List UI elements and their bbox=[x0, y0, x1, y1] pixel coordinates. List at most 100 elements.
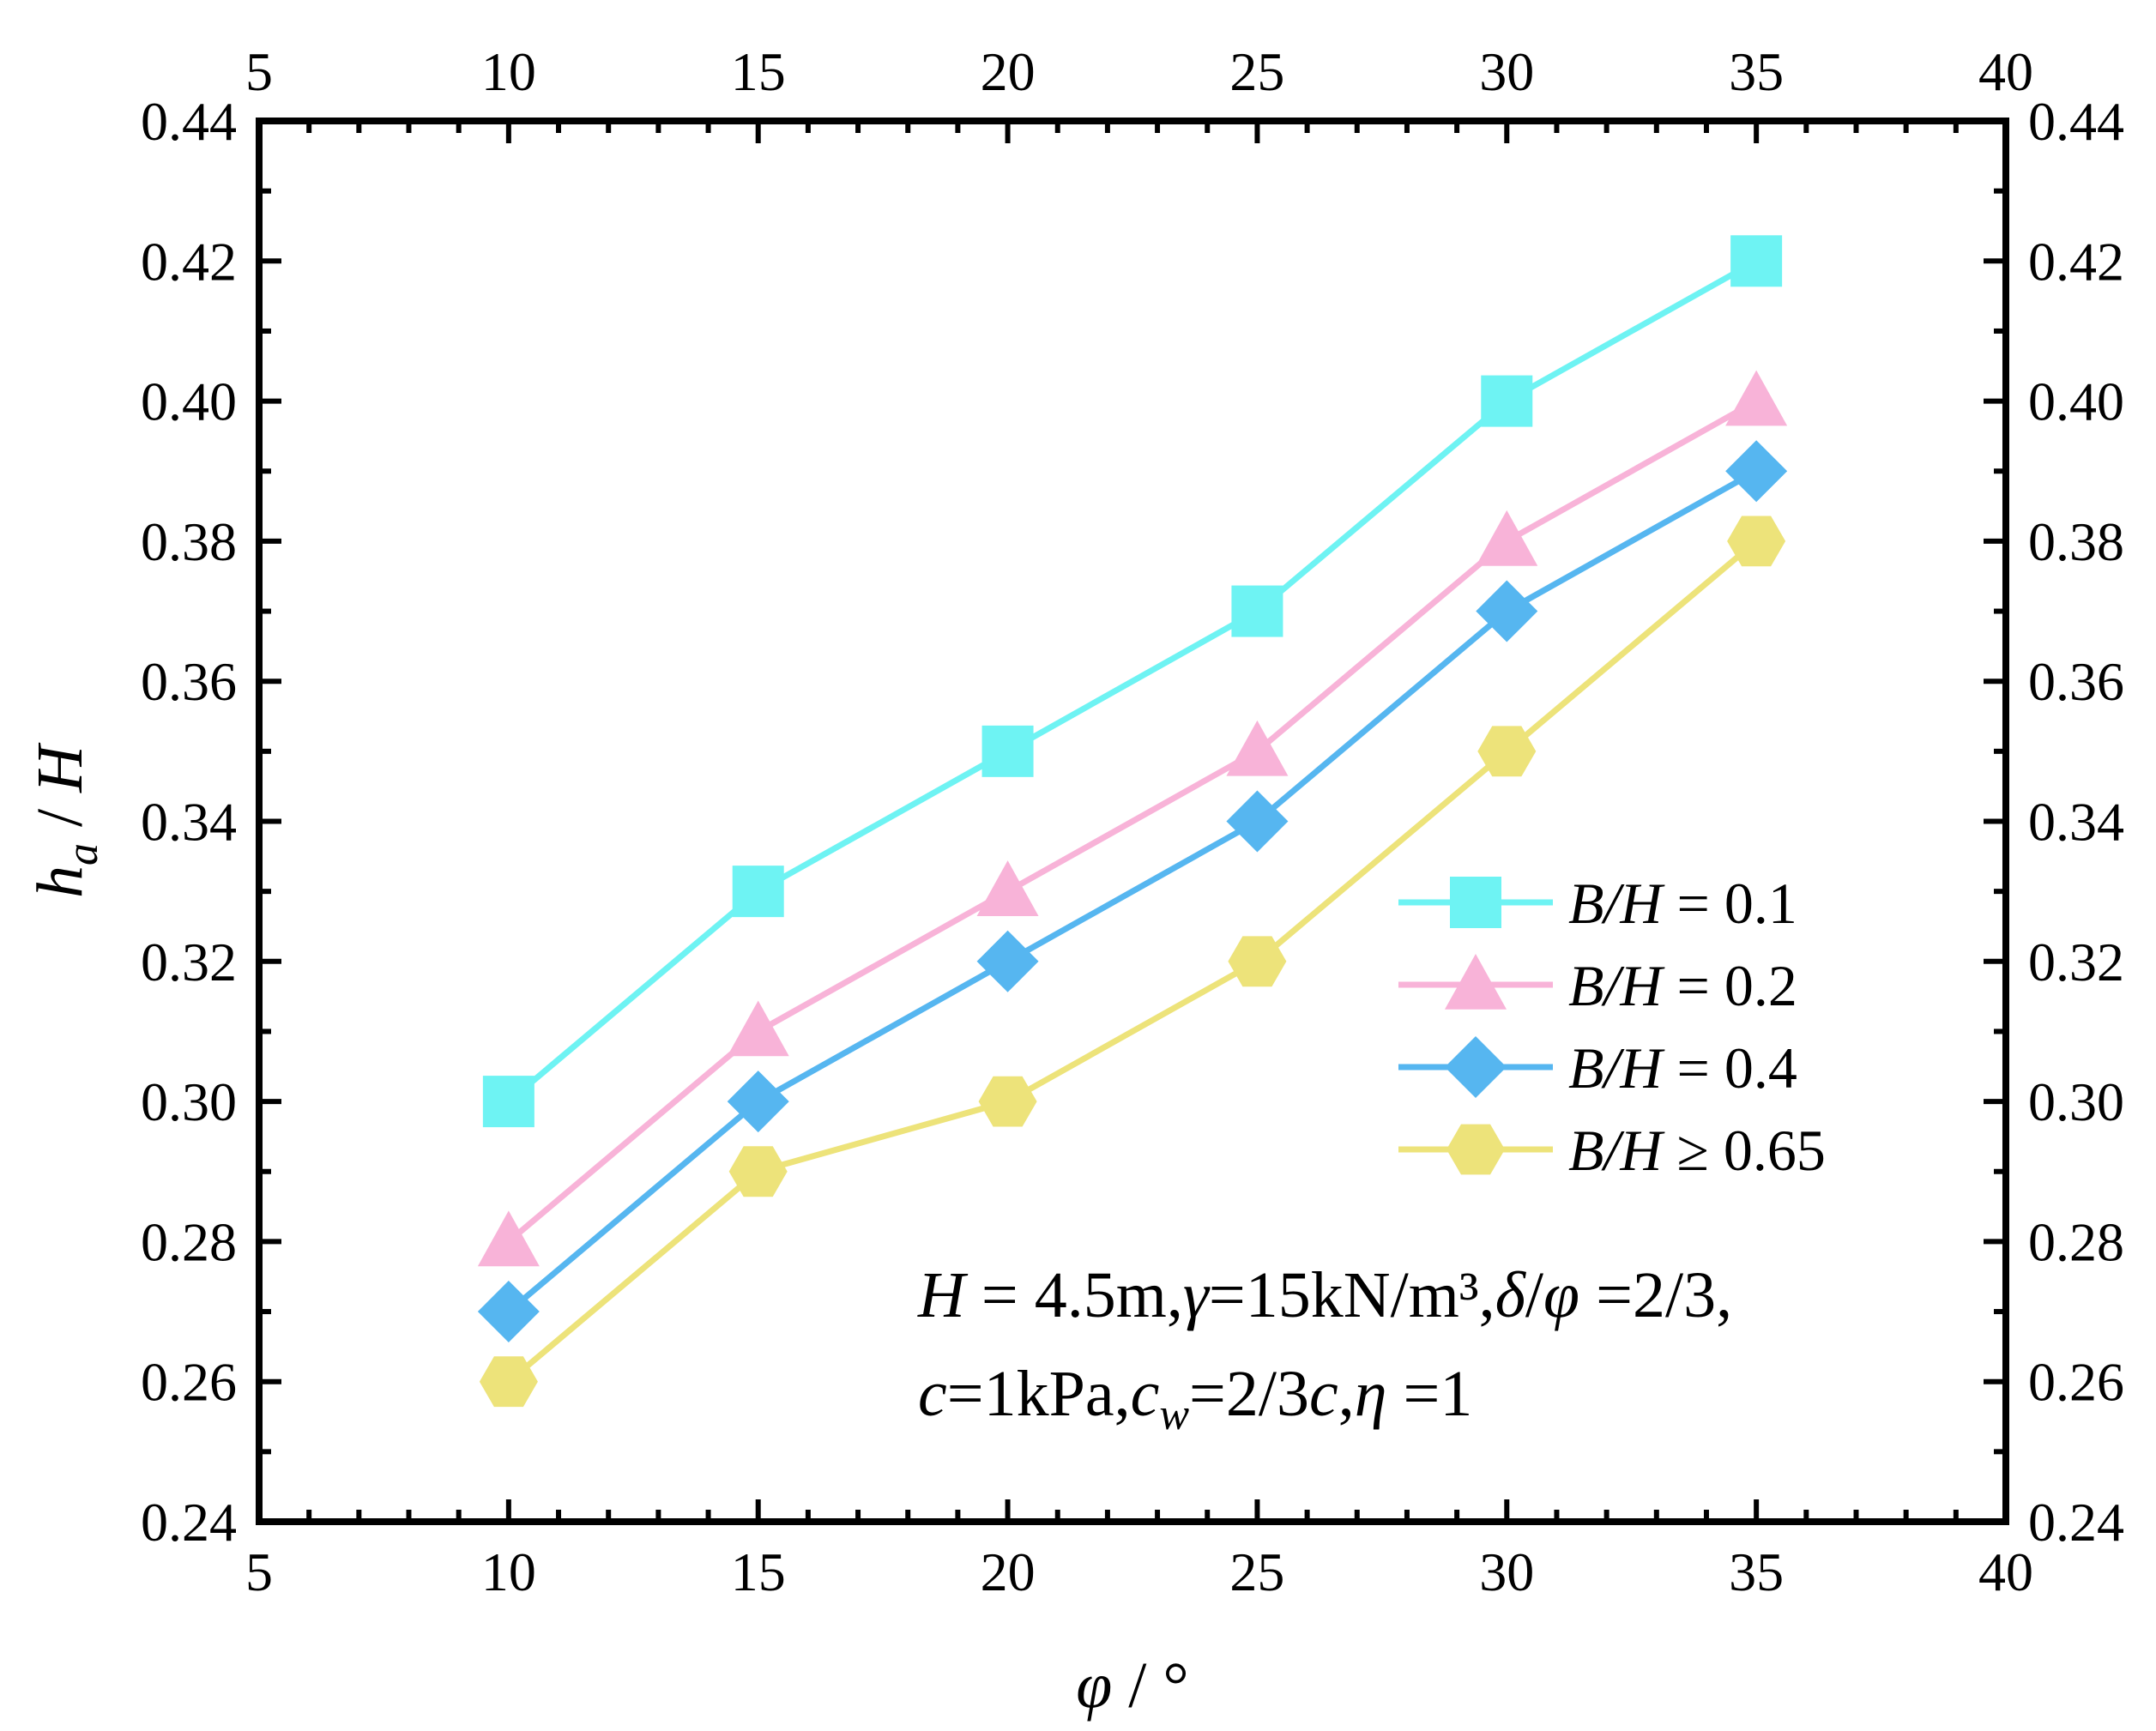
y-tick-label-right: 0.44 bbox=[2028, 91, 2124, 152]
x-axis-unit: / ° bbox=[1112, 1650, 1189, 1722]
y-tick-label-right: 0.42 bbox=[2028, 231, 2124, 292]
series-line bbox=[506, 539, 1759, 1384]
legend-variable: B/H bbox=[1568, 953, 1665, 1018]
legend-entry-4: B/H ≥ 0.65 bbox=[1398, 1118, 1826, 1183]
annot-eta-value: =1 bbox=[1386, 1358, 1472, 1430]
annot-cw-value: =2/3 bbox=[1189, 1358, 1309, 1430]
y-tick-label-left: 0.38 bbox=[141, 511, 237, 572]
x-tick-label-bottom: 5 bbox=[245, 1541, 273, 1602]
series-line bbox=[506, 398, 1758, 1245]
data-point bbox=[727, 1000, 789, 1057]
legend-value: = 0.2 bbox=[1663, 953, 1797, 1018]
series-layer bbox=[477, 235, 1788, 1408]
annotation-line-1: H = 4.5m,γ=15kN/m³,δ/φ =2/3, bbox=[917, 1259, 1732, 1331]
x-tick-label-top: 20 bbox=[981, 41, 1036, 102]
legend-variable: B/H bbox=[1568, 1035, 1665, 1101]
x-tick-label-top: 25 bbox=[1229, 41, 1284, 102]
x-tick-label-top: 15 bbox=[731, 41, 786, 102]
y-tick-label-left: 0.24 bbox=[141, 1492, 237, 1553]
legend-label: B/H ≥ 0.65 bbox=[1568, 1118, 1826, 1183]
x-tick-label-bottom: 10 bbox=[481, 1541, 536, 1602]
x-tick-label-bottom: 40 bbox=[1978, 1541, 2033, 1602]
legend-label: B/H = 0.2 bbox=[1568, 953, 1797, 1018]
data-point bbox=[477, 1281, 540, 1343]
y-axis-title: ha / H bbox=[24, 742, 107, 898]
legend-value: ≥ 0.65 bbox=[1663, 1118, 1826, 1183]
y-tick-label-left: 0.40 bbox=[141, 371, 237, 432]
y-tick-label-left: 0.30 bbox=[141, 1071, 237, 1132]
annotation-line-2: c=1kPa,cw=2/3c,η =1 bbox=[918, 1358, 1472, 1439]
legend-marker bbox=[1446, 1124, 1505, 1175]
x-tick-label-top: 30 bbox=[1479, 41, 1534, 102]
data-point bbox=[479, 1356, 538, 1408]
data-point bbox=[1226, 790, 1289, 853]
y-tick-label-right: 0.26 bbox=[2028, 1352, 2124, 1413]
legend-variable: B/H bbox=[1568, 1118, 1665, 1183]
data-point bbox=[1476, 580, 1538, 642]
data-point bbox=[1481, 375, 1533, 427]
legend-marker bbox=[1445, 1036, 1507, 1098]
annot-eta: η bbox=[1355, 1358, 1387, 1430]
series-line bbox=[506, 258, 1758, 1104]
legend-value: = 0.4 bbox=[1663, 1035, 1797, 1101]
annot-delta: δ bbox=[1495, 1259, 1527, 1331]
legend-entry-3: B/H = 0.4 bbox=[1398, 1035, 1797, 1101]
y-tick-label-left: 0.32 bbox=[141, 932, 237, 992]
annot-H-value: = 4.5m, bbox=[965, 1259, 1183, 1331]
y-axis-subscript: a bbox=[58, 843, 107, 866]
annot-comma: , bbox=[1338, 1358, 1355, 1430]
x-tick-label-top: 35 bbox=[1729, 41, 1784, 102]
data-point bbox=[1725, 370, 1788, 426]
data-point bbox=[1476, 510, 1538, 566]
data-point bbox=[1231, 585, 1283, 637]
annot-gamma-value: =15kN/m³, bbox=[1209, 1259, 1495, 1331]
data-point bbox=[976, 860, 1039, 916]
series-2 bbox=[477, 370, 1788, 1267]
y-axis-symbol: h bbox=[24, 866, 96, 898]
x-tick-label-bottom: 20 bbox=[981, 1541, 1036, 1602]
data-point bbox=[1730, 235, 1783, 287]
legend: B/H = 0.1B/H = 0.2B/H = 0.4B/H ≥ 0.65 bbox=[1398, 871, 1826, 1183]
y-tick-label-left: 0.28 bbox=[141, 1211, 237, 1272]
legend-entry-1: B/H = 0.1 bbox=[1398, 871, 1797, 936]
y-axis-denominator: H bbox=[24, 742, 96, 793]
annot-cw-subscript: w bbox=[1159, 1390, 1189, 1439]
y-tick-label-right: 0.40 bbox=[2028, 371, 2124, 432]
y-tick-label-right: 0.24 bbox=[2028, 1492, 2124, 1553]
annot-c-value: =1kPa, bbox=[947, 1358, 1131, 1430]
y-tick-label-left: 0.26 bbox=[141, 1352, 237, 1413]
legend-label: B/H = 0.1 bbox=[1568, 871, 1797, 936]
x-tick-label-top: 5 bbox=[245, 41, 273, 102]
data-point bbox=[477, 1210, 540, 1267]
x-tick-label-bottom: 35 bbox=[1729, 1541, 1784, 1602]
y-tick-label-right: 0.30 bbox=[2028, 1071, 2124, 1132]
series-1 bbox=[482, 235, 1783, 1128]
annot-phi: φ bbox=[1543, 1259, 1579, 1331]
annot-c2: c bbox=[1309, 1358, 1338, 1430]
y-tick-label-right: 0.28 bbox=[2028, 1211, 2124, 1272]
data-point bbox=[976, 930, 1039, 992]
legend-marker bbox=[1450, 877, 1501, 928]
y-tick-label-right: 0.34 bbox=[2028, 792, 2124, 853]
annot-slash: / bbox=[1525, 1259, 1544, 1331]
series-4 bbox=[479, 516, 1786, 1408]
data-point bbox=[1477, 726, 1537, 777]
y-tick-label-left: 0.44 bbox=[141, 91, 237, 152]
data-point bbox=[1226, 720, 1289, 776]
annot-cw: c bbox=[1131, 1358, 1160, 1430]
data-point bbox=[1725, 440, 1788, 503]
y-axis-separator: / bbox=[24, 793, 96, 843]
x-axis-title: φ / ° bbox=[1076, 1650, 1189, 1722]
annot-ratio: =2/3, bbox=[1579, 1259, 1732, 1331]
x-axis-symbol: φ bbox=[1076, 1650, 1112, 1722]
x-tick-label-top: 40 bbox=[1978, 41, 2033, 102]
x-tick-label-bottom: 25 bbox=[1229, 1541, 1284, 1602]
data-point bbox=[1727, 516, 1786, 567]
y-tick-label-left: 0.34 bbox=[141, 792, 237, 853]
series-line bbox=[506, 468, 1758, 1314]
y-tick-label-right: 0.32 bbox=[2028, 932, 2124, 992]
annot-gamma: γ bbox=[1183, 1259, 1211, 1331]
legend-variable: B/H bbox=[1568, 871, 1665, 936]
